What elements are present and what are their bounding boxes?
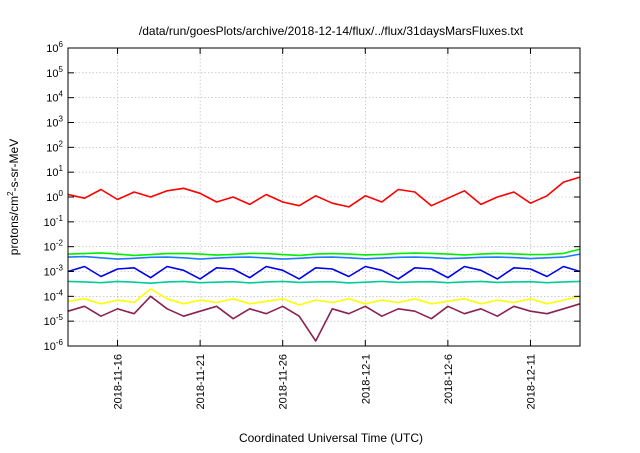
y-tick-label: 104 [46,90,63,105]
series-layer [67,176,581,342]
y-tick-label: 103 [46,115,63,130]
y-tick-label: 10-3 [44,264,64,279]
y-tick-label: 105 [46,65,63,80]
series-line-5 [67,176,581,208]
x-tick-label: 2018-11-16 [113,354,125,409]
y-tick-label: 10-6 [44,338,64,353]
y-tick-label: 100 [46,189,63,204]
y-tick-label: 102 [46,139,63,154]
y-tick-label: 106 [46,40,63,55]
x-tick-label: 2018-12-1 [360,354,372,404]
series-line-1 [67,248,581,257]
x-tick-label: 2018-12-11 [525,354,537,409]
series-line-2 [67,253,581,260]
y-tick-label: 10-1 [44,214,64,229]
x-axis-label: Coordinated Universal Time (UTC) [239,431,423,445]
y-tick-label: 10-4 [44,288,64,303]
y-tick-label: 101 [46,164,63,179]
y-axis-label: protons/cm2-s-sr-MeV [6,139,21,255]
y-tick-label: 10-2 [44,239,64,254]
series-line-7 [67,295,581,342]
y-tick-label: 10-5 [44,313,64,328]
chart-title: /data/run/goesPlots/archive/2018-12-14/f… [139,24,524,38]
grid-lines [68,48,580,346]
axis-ticks: 10-6 10-5 10-4 10-3 10-2 10-1 100 101 102 103 104 1… [44,40,580,409]
series-line-3 [67,265,581,280]
x-tick-label: 2018-12-6 [443,354,455,404]
x-tick-label: 2018-11-21 [195,354,207,409]
x-tick-label: 2018-11-26 [278,354,290,409]
series-line-4 [67,280,581,285]
series-line-6 [67,288,581,306]
